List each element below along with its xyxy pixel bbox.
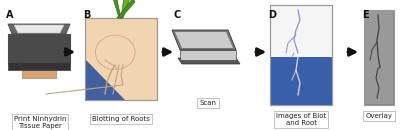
- Bar: [270, 5, 332, 105]
- Polygon shape: [117, 0, 135, 18]
- Bar: [85, 18, 157, 100]
- Text: D: D: [268, 10, 276, 20]
- Text: E: E: [362, 10, 369, 20]
- Bar: [270, 5, 332, 105]
- Text: Blotting of Roots: Blotting of Roots: [92, 116, 150, 122]
- Text: Scan: Scan: [200, 100, 216, 106]
- Bar: [365, 11, 393, 104]
- Bar: [85, 18, 157, 100]
- Text: A: A: [6, 10, 14, 20]
- Polygon shape: [172, 30, 236, 50]
- Polygon shape: [111, 0, 121, 18]
- Bar: [8, 34, 70, 64]
- Bar: [270, 57, 332, 105]
- Bar: [180, 50, 236, 60]
- Ellipse shape: [96, 35, 135, 70]
- Polygon shape: [85, 59, 125, 100]
- Text: Images of Blot
and Root: Images of Blot and Root: [276, 113, 326, 126]
- Bar: [22, 62, 56, 78]
- Polygon shape: [175, 32, 233, 48]
- Polygon shape: [8, 24, 70, 34]
- Bar: [8, 62, 70, 70]
- Text: C: C: [174, 10, 181, 20]
- Bar: [364, 10, 394, 105]
- Text: B: B: [83, 10, 90, 20]
- Polygon shape: [14, 25, 64, 33]
- Polygon shape: [178, 58, 240, 64]
- Polygon shape: [121, 0, 131, 18]
- Text: Overlay: Overlay: [366, 113, 392, 119]
- Text: Print Ninhydrin
Tissue Paper: Print Ninhydrin Tissue Paper: [14, 116, 66, 129]
